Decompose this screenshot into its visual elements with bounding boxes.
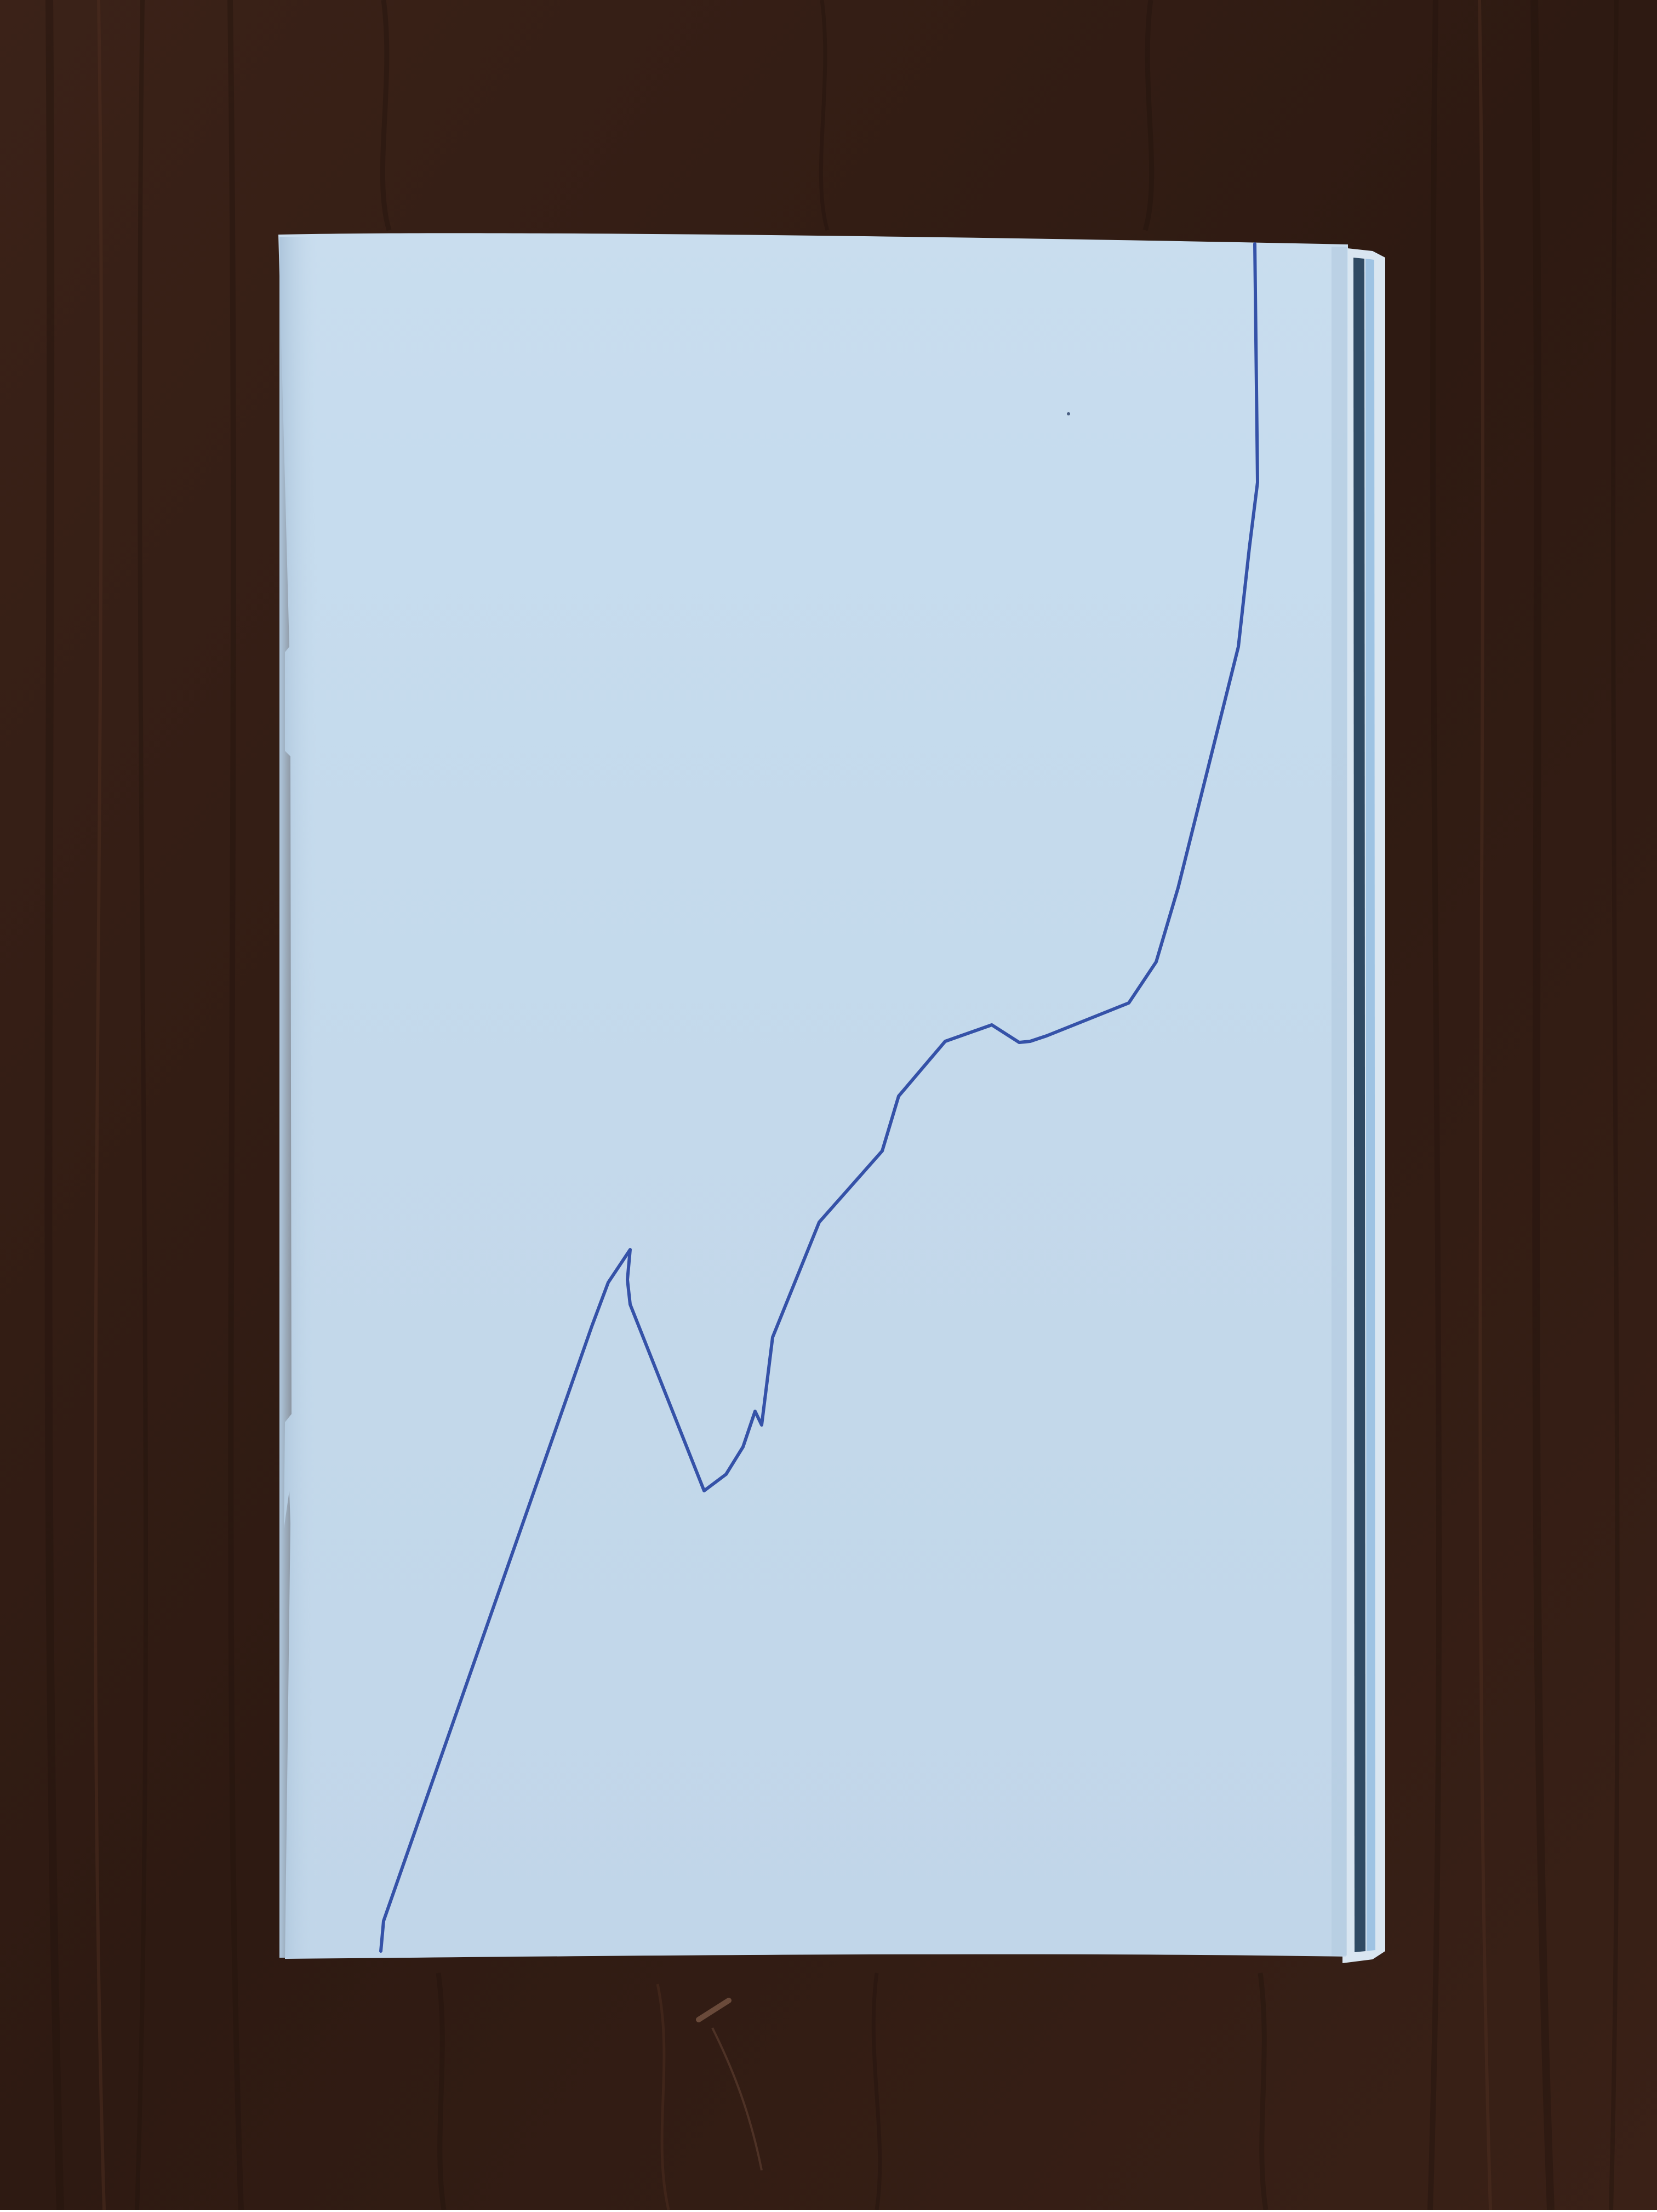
inner-pages-edge [1353,258,1365,1952]
booklet-cover [278,233,1348,1959]
wood-highlights [93,0,1492,2210]
page-edge-blue [1365,259,1375,1951]
cover-dot [1067,412,1070,415]
cover-edge-shadow [1332,247,1347,1956]
table-scratch-thin [711,2027,763,2171]
table-scratch [696,1998,732,2022]
wood-grain [44,0,1620,2210]
cover-line-drawing [379,242,1259,1953]
spine-shade [279,237,318,1958]
